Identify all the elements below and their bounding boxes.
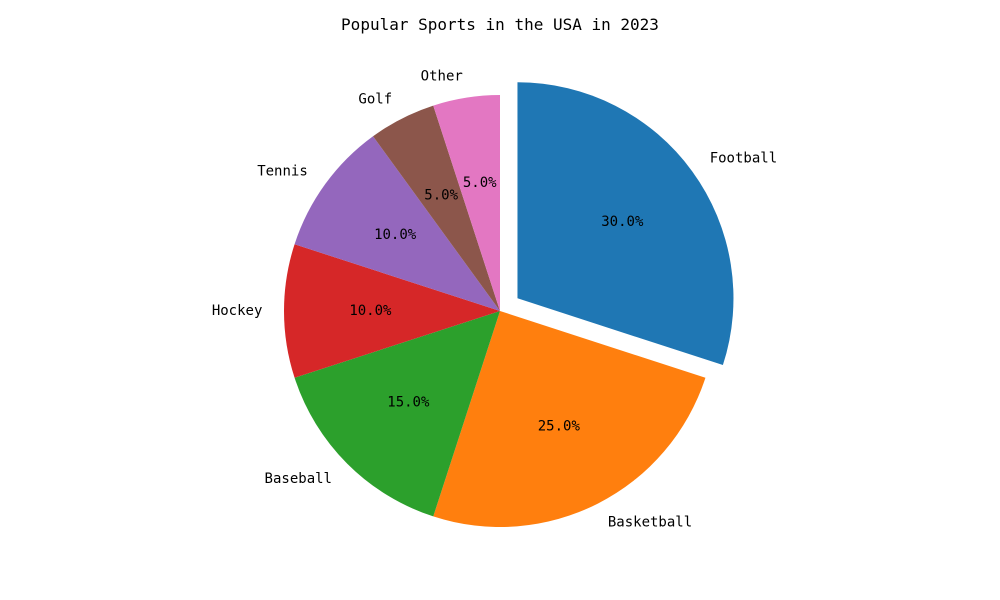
pie-slice-hockey xyxy=(284,244,500,378)
pie-labels: Football 30.0% Basketball 25.0% Baseball 15.0… xyxy=(212,68,777,530)
pie-slice-tennis xyxy=(294,136,500,311)
pie-slice-golf xyxy=(373,105,500,311)
slice-percent-tennis: 10.0% xyxy=(374,227,417,243)
slice-label-football: Football xyxy=(710,151,777,167)
slice-label-golf: Golf xyxy=(358,91,392,107)
slice-label-hockey: Hockey xyxy=(212,303,263,319)
pie-slices xyxy=(284,82,734,527)
slice-label-baseball: Baseball xyxy=(265,471,332,487)
pie-slice-baseball xyxy=(294,311,500,517)
slice-percent-hockey: 10.0% xyxy=(349,303,392,319)
slice-label-basketball: Basketball xyxy=(608,515,692,531)
slice-label-other: Other xyxy=(421,68,463,84)
slice-label-tennis: Tennis xyxy=(257,163,308,179)
pie-slice-other xyxy=(433,95,500,311)
slice-percent-football: 30.0% xyxy=(601,214,644,230)
pie-slice-basketball xyxy=(433,311,706,527)
slice-percent-basketball: 25.0% xyxy=(538,418,581,434)
slice-percent-other: 5.0% xyxy=(463,175,497,191)
slice-percent-baseball: 15.0% xyxy=(387,395,430,411)
slice-percent-golf: 5.0% xyxy=(424,188,458,204)
pie-slice-football xyxy=(517,82,734,366)
chart-title: Popular Sports in the USA in 2023 xyxy=(341,15,659,34)
